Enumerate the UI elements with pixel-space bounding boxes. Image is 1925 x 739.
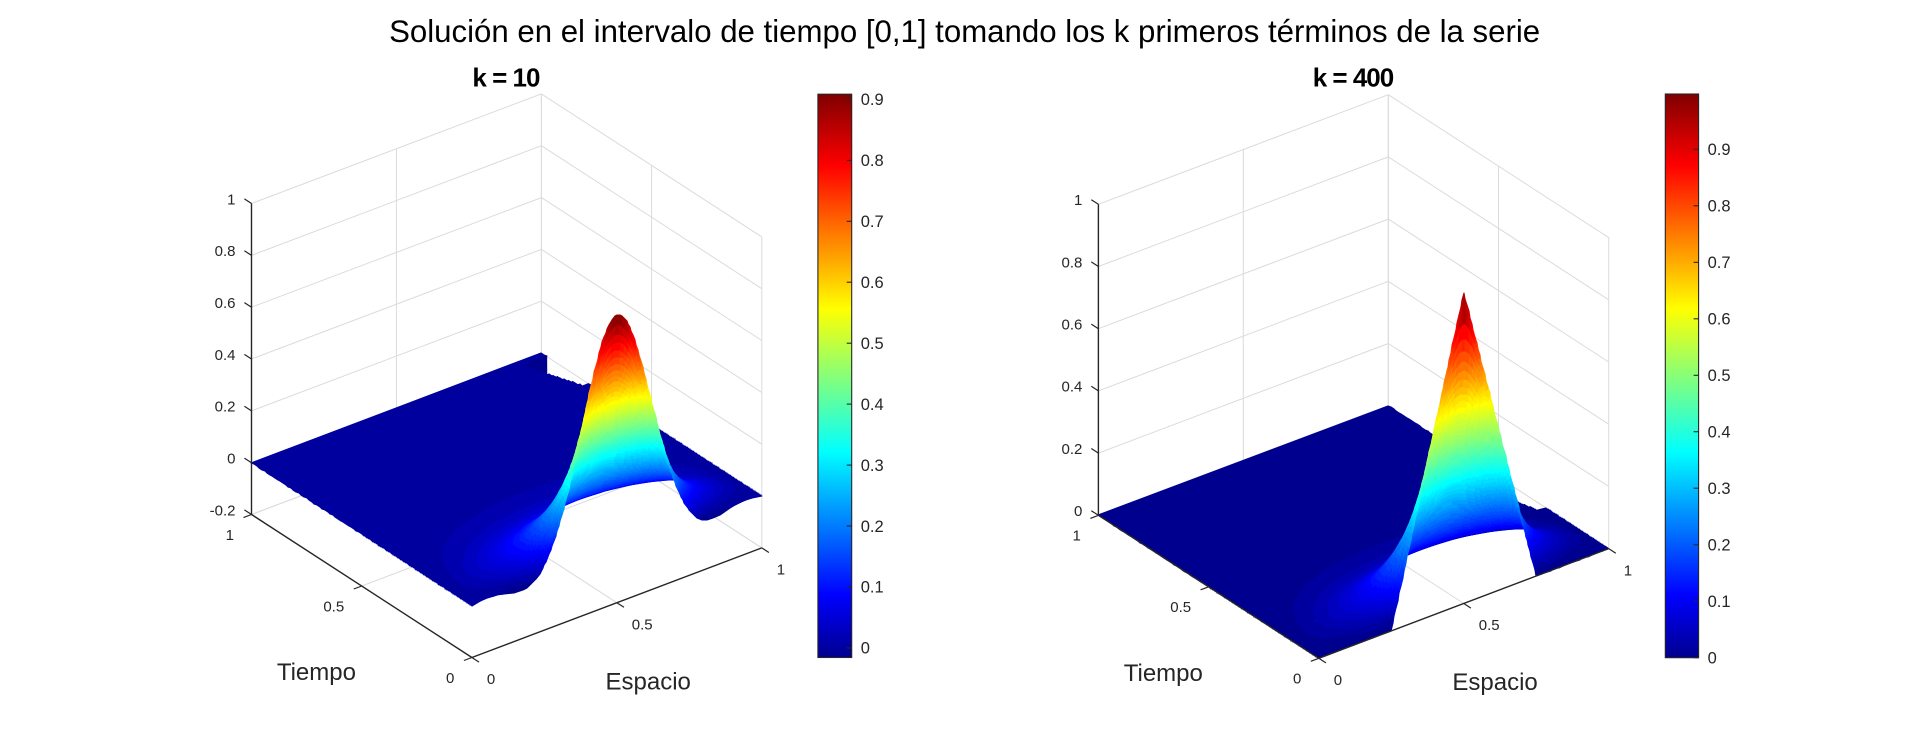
svg-text:0.5: 0.5 (323, 598, 344, 615)
svg-text:0.6: 0.6 (215, 295, 236, 312)
svg-text:0.5: 0.5 (632, 616, 653, 633)
svg-text:0.2: 0.2 (861, 518, 884, 536)
svg-text:0.2: 0.2 (215, 399, 236, 416)
svg-text:0.8: 0.8 (1708, 198, 1731, 216)
svg-text:0.8: 0.8 (215, 243, 236, 260)
svg-text:Solución en el intervalo de ti: Solución en el intervalo de tiempo [0,1]… (389, 14, 1540, 49)
svg-text:0.5: 0.5 (1479, 617, 1500, 634)
svg-text:0.4: 0.4 (861, 396, 884, 414)
svg-text:0.7: 0.7 (861, 213, 884, 231)
svg-text:Espacio: Espacio (606, 668, 691, 695)
svg-text:0.9: 0.9 (861, 91, 884, 109)
svg-text:0.5: 0.5 (1708, 367, 1731, 385)
svg-text:k = 400: k = 400 (1313, 63, 1394, 93)
svg-text:Tiempo: Tiempo (277, 659, 356, 686)
svg-text:k = 10: k = 10 (472, 63, 540, 93)
svg-text:0.6: 0.6 (1708, 311, 1731, 329)
svg-text:0: 0 (1708, 649, 1717, 667)
svg-text:0: 0 (1074, 503, 1082, 520)
svg-text:0.2: 0.2 (1062, 441, 1083, 458)
svg-text:0.6: 0.6 (861, 274, 884, 292)
svg-text:0: 0 (227, 451, 235, 468)
svg-text:0: 0 (1293, 671, 1301, 688)
svg-text:0: 0 (487, 671, 495, 688)
svg-text:0.3: 0.3 (1708, 480, 1731, 498)
svg-text:Espacio: Espacio (1452, 669, 1537, 696)
svg-text:0.5: 0.5 (1170, 599, 1191, 616)
svg-text:1: 1 (227, 191, 235, 208)
svg-text:0.8: 0.8 (861, 152, 884, 170)
svg-text:0.5: 0.5 (861, 335, 884, 353)
svg-text:0.8: 0.8 (1062, 254, 1083, 271)
svg-text:1: 1 (226, 527, 234, 544)
svg-text:1: 1 (1073, 528, 1081, 545)
svg-text:0.3: 0.3 (861, 457, 884, 475)
svg-text:0.7: 0.7 (1708, 254, 1731, 272)
svg-text:Tiempo: Tiempo (1124, 660, 1203, 687)
svg-text:0.1: 0.1 (1708, 593, 1731, 611)
svg-text:0.6: 0.6 (1062, 317, 1083, 334)
svg-text:1: 1 (1074, 192, 1082, 209)
svg-text:0.4: 0.4 (1708, 424, 1731, 442)
svg-text:0.9: 0.9 (1708, 141, 1731, 159)
svg-text:0: 0 (861, 640, 870, 658)
svg-text:-0.2: -0.2 (210, 502, 236, 519)
svg-text:0.2: 0.2 (1708, 537, 1731, 555)
svg-text:0: 0 (1334, 672, 1342, 689)
svg-text:0.4: 0.4 (1062, 379, 1083, 396)
svg-text:0: 0 (446, 670, 454, 687)
svg-text:0.4: 0.4 (215, 347, 236, 364)
svg-text:1: 1 (1624, 562, 1632, 579)
svg-text:1: 1 (777, 562, 785, 579)
svg-text:0.1: 0.1 (861, 579, 884, 597)
